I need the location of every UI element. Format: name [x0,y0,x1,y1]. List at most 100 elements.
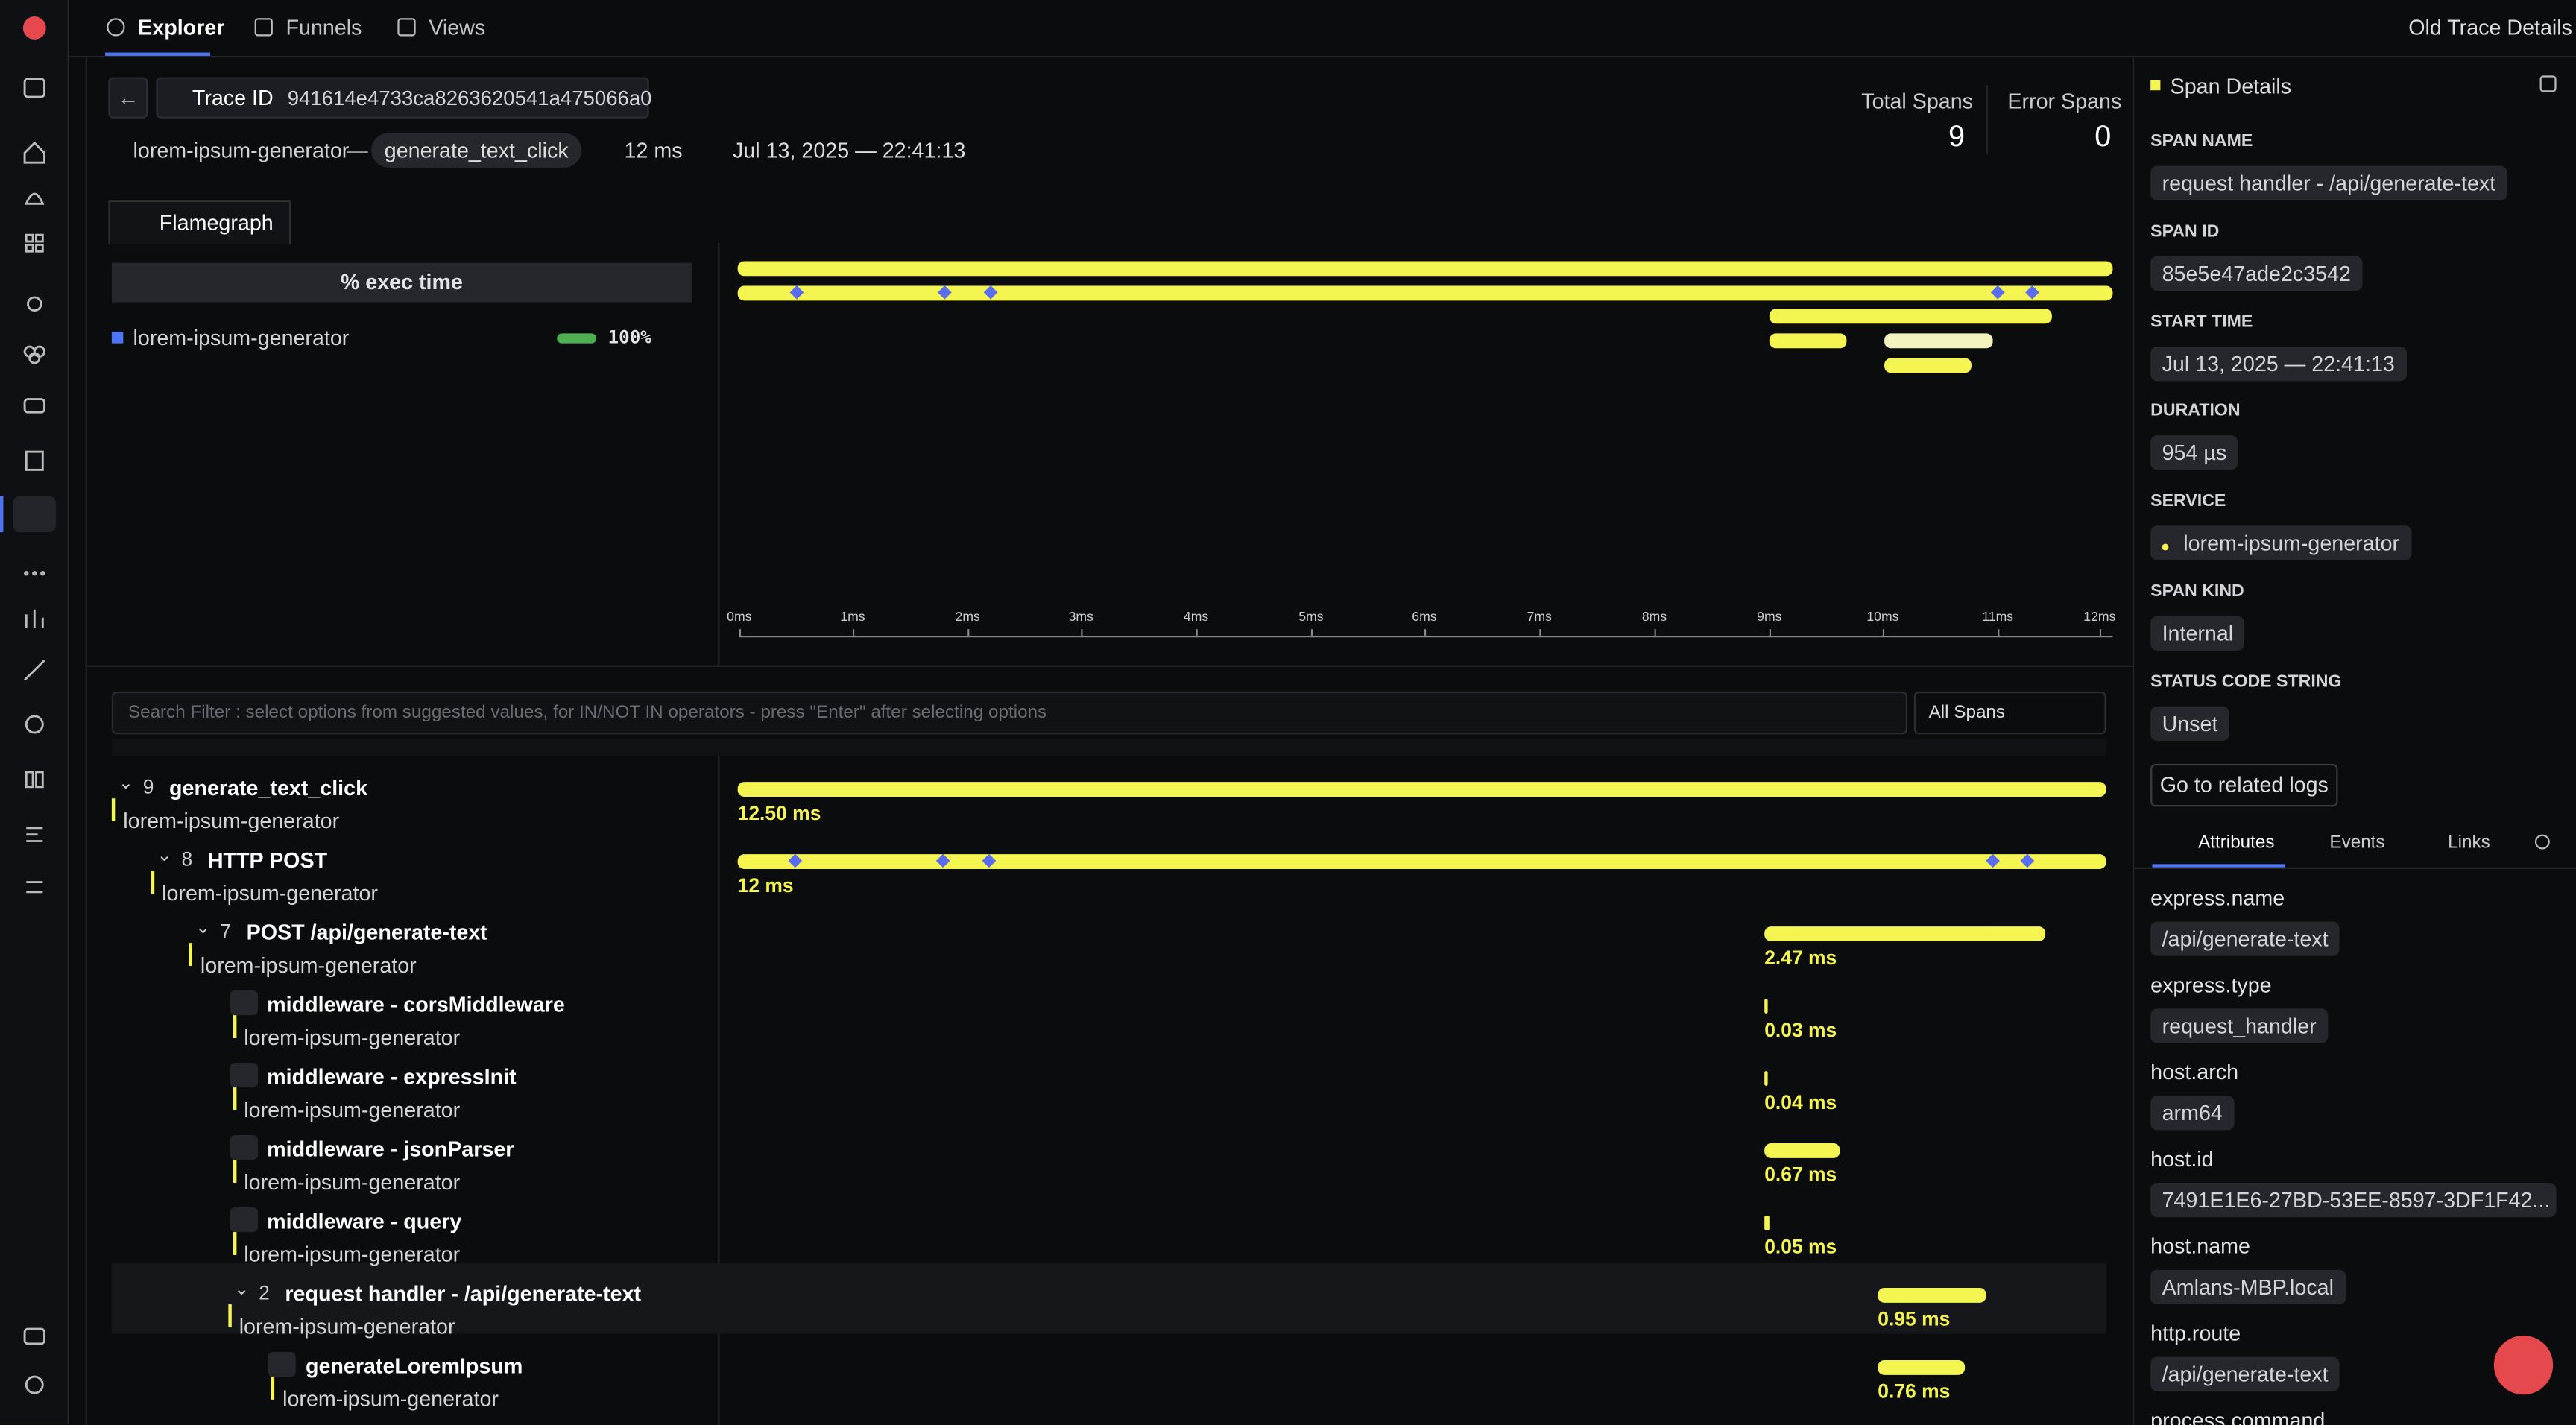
expand-toggle: ⌄ [195,918,211,938]
trace-id: 941614e4733ca8263620541a475066a0 [287,86,652,110]
span-duration: 0.95 ms [1878,1307,1951,1331]
divider [111,1263,2106,1334]
axis-tick [739,629,742,638]
flame-bar [1884,358,1972,373]
flame-bar [1769,333,1847,349]
attribute-key: http.route [2150,1321,2241,1346]
span-name: middleware - corsMiddleware [267,992,565,1017]
axis-label: 5ms [1298,609,1324,625]
details-title: Span Details [2170,74,2292,99]
span-service: lorem-ipsum-generator [200,952,417,978]
attribute-value: Amlans-MBP.local [2150,1269,2346,1305]
chat-button [2493,1335,2554,1395]
span-name: middleware - jsonParser [267,1137,514,1162]
field-value: lorem-ipsum-generator [2150,525,2411,561]
span-duration: 12 ms [737,873,794,897]
field-value: 954 µs [2150,435,2238,471]
field-label: SPAN KIND [2150,581,2244,601]
span-duration: 0.05 ms [1764,1235,1837,1259]
flame-bar [1769,309,2052,324]
details-tab: Links [2448,832,2490,853]
flame-bar [737,285,2113,301]
attribute-value: request_handler [2150,1008,2329,1043]
error-label: Error Spans [2007,89,2122,114]
span-duration: 12.50 ms [737,801,821,825]
field-value: Internal [2150,616,2245,651]
span-bar [737,782,2106,797]
divider [1986,85,1988,155]
trace-id-box [156,77,649,119]
attribute-value: 7491E1E6-27BD-53EE-8597-3DF1F42... [2150,1182,2557,1218]
back-button: ← [108,77,148,119]
axis-tick [1654,629,1656,638]
axis-label: 9ms [1757,609,1782,625]
service-marker [150,871,154,894]
span-bar [1878,1359,1966,1375]
divider [85,665,2133,667]
trace-id-label: Trace ID [192,85,274,110]
attribute-value: /api/generate-text [2150,1356,2340,1391]
span-service: lorem-ipsum-generator [244,1242,461,1267]
axis-label: 7ms [1527,609,1552,625]
trace-service: lorem-ipsum-generator [133,138,350,163]
axis-tick [1769,629,1772,638]
axis-label: 4ms [1183,609,1209,625]
span-icon [229,1063,257,1088]
span-count: 9 [142,775,154,799]
axis-label: 2ms [955,609,980,625]
axis-tick [1196,629,1198,638]
nav-tab: Explorer [138,14,225,40]
axis-label: 1ms [840,609,865,625]
old-trace: Old Trace Details [2408,14,2572,40]
search-input: Search Filter : select options from sugg… [111,691,1907,735]
total-label: Total Spans [1861,89,1973,114]
span-name: generate_text_click [169,775,368,800]
service-marker [232,1015,236,1038]
span-count: 7 [220,920,232,944]
expand-toggle: ⌄ [234,1279,250,1300]
service-marker [189,943,192,967]
root-span: generate_text_click [371,133,582,168]
field-value: 85e5e47ade2c3542 [2150,256,2363,291]
tab-icon [107,18,125,37]
axis-tick [1539,629,1541,638]
service-marker [271,1377,275,1400]
sidebar-icons [0,0,69,1424]
service-marker [227,1304,231,1327]
axis-tick [1882,629,1885,638]
divider [718,243,720,667]
span-service: lorem-ipsum-generator [244,1097,461,1122]
service-marker [232,1160,236,1183]
span-service: lorem-ipsum-generator [162,880,378,906]
span-icon [229,1135,257,1160]
attribute-key: host.id [2150,1146,2214,1172]
axis-label: 8ms [1641,609,1667,625]
logs-button: Go to related logs [2150,763,2338,807]
field-label: STATUS CODE STRING [2150,672,2342,692]
service-dot [2162,543,2169,551]
exec-pill [557,333,597,344]
errors: 0 [2094,119,2112,153]
field-value: Unset [2150,706,2229,741]
axis-label: 11ms [1982,609,2014,625]
span-bar [1878,1288,1986,1303]
flamegraph-tab: Flamegraph [108,200,291,245]
span-bar [1764,1143,1840,1158]
field-label: DURATION [2150,401,2241,422]
span-bar [1764,1071,1768,1086]
field-value: request handler - /api/generate-text [2150,165,2507,200]
span-service: lorem-ipsum-generator [244,1169,461,1195]
nav-tab: Funnels [285,14,362,40]
divider [2132,867,2576,869]
span-duration: 0.03 ms [1764,1018,1837,1042]
date: Jul 13, 2025 — 22:41:13 [733,138,966,163]
span-bar [1764,926,2046,941]
details-dot [2150,80,2161,91]
span-duration: 2.47 ms [1764,946,1837,970]
tab-icon [254,18,273,37]
axis-label: 10ms [1866,609,1899,625]
attribute-value: arm64 [2150,1096,2235,1131]
axis-tick [1310,629,1313,638]
details-tab: Events [2329,832,2385,853]
